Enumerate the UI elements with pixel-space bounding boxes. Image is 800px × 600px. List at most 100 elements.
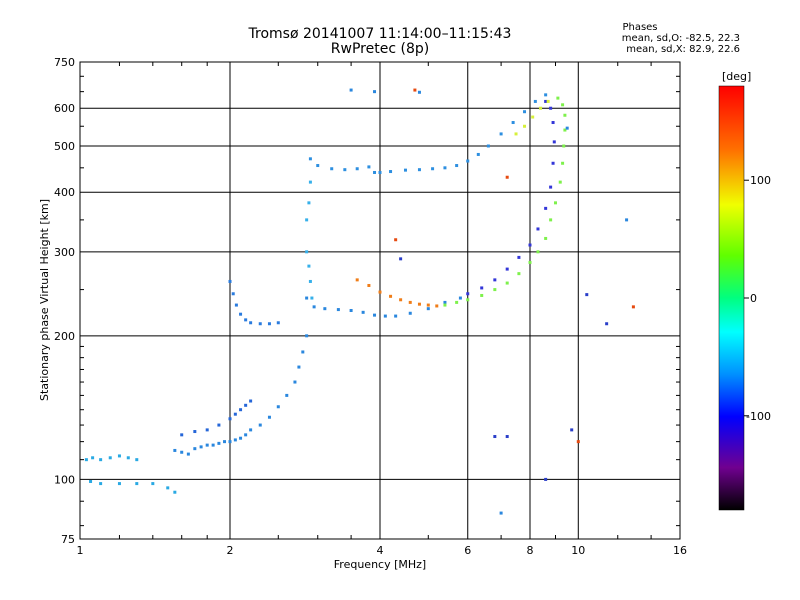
data-point bbox=[173, 448, 177, 452]
data-point bbox=[549, 218, 553, 222]
y-axis-label: Stationary phase Virtual Height [km] bbox=[38, 199, 51, 401]
data-point bbox=[544, 93, 548, 97]
data-point bbox=[217, 441, 221, 445]
data-point bbox=[316, 164, 320, 168]
x-tick-label: 2 bbox=[227, 544, 234, 557]
data-point bbox=[549, 106, 553, 110]
data-point bbox=[378, 170, 382, 174]
data-point bbox=[135, 482, 139, 486]
data-point bbox=[553, 201, 557, 205]
data-point bbox=[466, 292, 470, 296]
data-point bbox=[417, 168, 421, 172]
data-point bbox=[217, 423, 221, 427]
data-point bbox=[367, 283, 371, 287]
y-tick-label: 400 bbox=[54, 186, 75, 199]
data-point bbox=[84, 458, 88, 462]
data-point bbox=[91, 456, 95, 460]
data-point bbox=[505, 281, 509, 285]
data-point bbox=[307, 201, 311, 205]
data-point bbox=[228, 417, 232, 421]
data-point bbox=[234, 303, 238, 307]
data-point bbox=[244, 403, 248, 407]
data-point bbox=[399, 298, 403, 302]
data-point bbox=[394, 238, 398, 242]
grid-lines bbox=[80, 62, 680, 539]
data-point bbox=[551, 161, 555, 165]
data-point bbox=[544, 477, 548, 481]
data-point bbox=[455, 300, 459, 304]
data-point bbox=[343, 168, 347, 172]
data-point bbox=[186, 452, 190, 456]
axis-ticks bbox=[80, 62, 680, 539]
data-point bbox=[476, 152, 480, 156]
data-point bbox=[552, 140, 556, 144]
data-point bbox=[523, 124, 527, 128]
data-point bbox=[511, 121, 515, 125]
data-point bbox=[312, 305, 316, 309]
data-point bbox=[480, 286, 484, 290]
data-point bbox=[480, 293, 484, 297]
data-point bbox=[505, 175, 509, 179]
data-point bbox=[523, 110, 527, 114]
data-point bbox=[267, 322, 271, 326]
data-point bbox=[394, 314, 398, 318]
data-point bbox=[285, 393, 289, 397]
data-point bbox=[536, 250, 540, 254]
data-point bbox=[528, 260, 532, 264]
data-point bbox=[408, 300, 412, 304]
data-point bbox=[308, 279, 312, 283]
data-point bbox=[499, 511, 503, 515]
x-tick-label: 6 bbox=[464, 544, 471, 557]
data-point bbox=[349, 308, 353, 312]
data-points bbox=[84, 88, 635, 515]
data-point bbox=[551, 121, 555, 125]
data-point bbox=[413, 88, 417, 92]
y-tick-label: 600 bbox=[54, 102, 75, 115]
data-point bbox=[373, 90, 377, 94]
data-point bbox=[239, 408, 243, 412]
data-point bbox=[205, 428, 209, 432]
data-point bbox=[205, 443, 209, 447]
data-point bbox=[244, 433, 248, 437]
data-point bbox=[546, 99, 550, 103]
y-tick-label: 750 bbox=[54, 56, 75, 69]
data-point bbox=[435, 304, 439, 308]
x-tick-label: 8 bbox=[527, 544, 534, 557]
data-point bbox=[249, 321, 253, 325]
chart-subtitle: RwPretec (8p) bbox=[330, 41, 430, 57]
data-point bbox=[308, 157, 312, 161]
x-tick-label: 10 bbox=[571, 544, 585, 557]
data-point bbox=[389, 294, 393, 298]
data-point bbox=[563, 113, 567, 117]
data-point bbox=[544, 236, 548, 240]
data-point bbox=[417, 90, 421, 94]
data-point bbox=[310, 296, 314, 300]
data-point bbox=[531, 115, 535, 119]
data-point bbox=[505, 435, 509, 439]
data-point bbox=[361, 310, 365, 314]
data-point bbox=[305, 250, 309, 254]
data-point bbox=[544, 206, 548, 210]
data-point bbox=[249, 399, 253, 403]
y-tick-label: 300 bbox=[54, 246, 75, 259]
data-point bbox=[514, 132, 518, 136]
x-tick-label: 1 bbox=[77, 544, 84, 557]
x-tick-label: 4 bbox=[377, 544, 384, 557]
data-point bbox=[373, 313, 377, 317]
y-tick-labels: 75 100 200 300 400 500 600 750 bbox=[54, 56, 75, 546]
y-tick-label: 75 bbox=[61, 533, 75, 546]
data-point bbox=[336, 308, 340, 312]
data-point bbox=[403, 168, 407, 172]
data-point bbox=[378, 290, 382, 294]
data-point bbox=[417, 302, 421, 306]
data-point bbox=[505, 267, 509, 271]
data-point bbox=[443, 303, 447, 307]
data-point bbox=[443, 166, 447, 170]
data-point bbox=[517, 255, 521, 259]
data-point bbox=[249, 428, 253, 432]
colorbar-tick-label: 0 bbox=[750, 292, 757, 305]
data-point bbox=[355, 278, 359, 282]
data-point bbox=[267, 415, 271, 419]
data-point bbox=[493, 288, 497, 292]
